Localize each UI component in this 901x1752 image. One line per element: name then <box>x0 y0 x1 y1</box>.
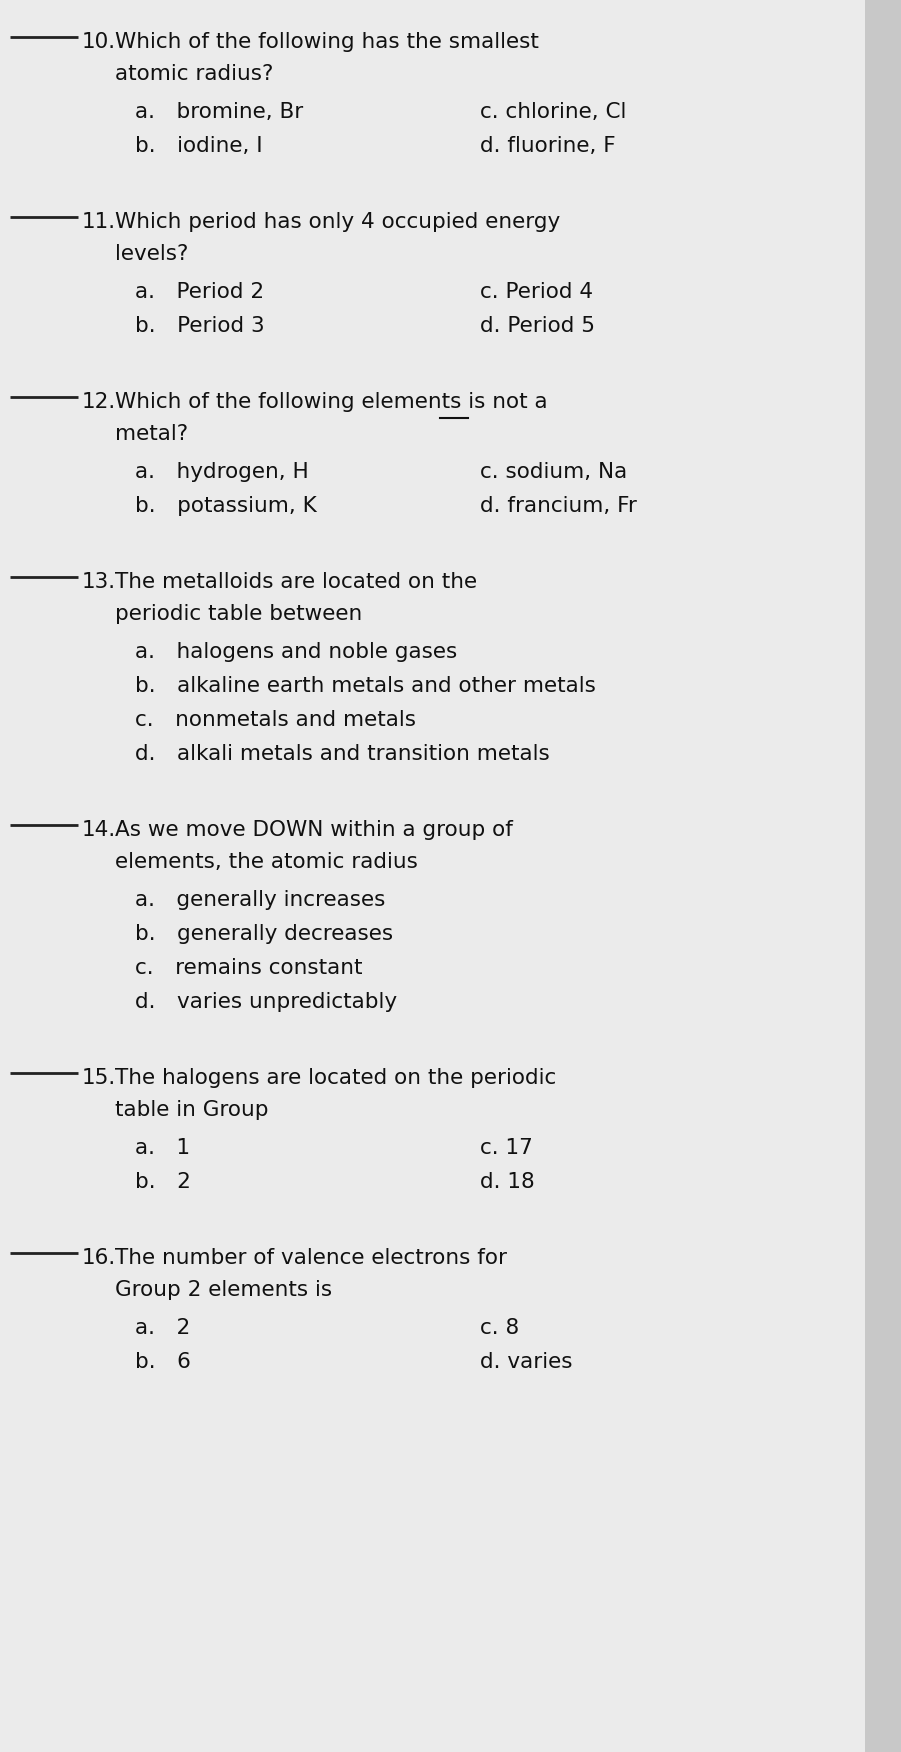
Text: metal?: metal? <box>115 424 188 443</box>
Text: c. sodium, Na: c. sodium, Na <box>480 463 627 482</box>
Text: d. varies unpredictably: d. varies unpredictably <box>135 992 397 1013</box>
Text: c. remains constant: c. remains constant <box>135 958 362 978</box>
Text: 10.: 10. <box>82 32 116 53</box>
Text: b. 6: b. 6 <box>135 1353 191 1372</box>
Text: b. potassium, K: b. potassium, K <box>135 496 317 517</box>
Text: a. bromine, Br: a. bromine, Br <box>135 102 304 123</box>
Text: atomic radius?: atomic radius? <box>115 65 273 84</box>
Text: a. hydrogen, H: a. hydrogen, H <box>135 463 309 482</box>
Text: a. Period 2: a. Period 2 <box>135 282 264 301</box>
Text: c. Period 4: c. Period 4 <box>480 282 593 301</box>
Text: a. halogens and noble gases: a. halogens and noble gases <box>135 641 457 662</box>
Text: 16.: 16. <box>82 1247 116 1268</box>
Text: b. Period 3: b. Period 3 <box>135 315 265 336</box>
Text: d. alkali metals and transition metals: d. alkali metals and transition metals <box>135 745 550 764</box>
Text: Which of the following elements is not a: Which of the following elements is not a <box>115 392 548 412</box>
Text: Which period has only 4 occupied energy: Which period has only 4 occupied energy <box>115 212 560 231</box>
Text: c. 8: c. 8 <box>480 1318 519 1339</box>
Text: d. 18: d. 18 <box>480 1172 535 1191</box>
Text: 12.: 12. <box>82 392 116 412</box>
Text: 11.: 11. <box>82 212 116 231</box>
Text: elements, the atomic radius: elements, the atomic radius <box>115 851 418 872</box>
Text: b. generally decreases: b. generally decreases <box>135 923 393 944</box>
Text: b. iodine, I: b. iodine, I <box>135 137 262 156</box>
Text: d. francium, Fr: d. francium, Fr <box>480 496 637 517</box>
Text: b. alkaline earth metals and other metals: b. alkaline earth metals and other metal… <box>135 676 596 696</box>
Text: d. varies: d. varies <box>480 1353 572 1372</box>
Text: The metalloids are located on the: The metalloids are located on the <box>115 571 478 592</box>
Text: a. 2: a. 2 <box>135 1318 190 1339</box>
Text: c. 17: c. 17 <box>480 1139 532 1158</box>
Text: c. chlorine, Cl: c. chlorine, Cl <box>480 102 626 123</box>
Text: d. Period 5: d. Period 5 <box>480 315 595 336</box>
Text: periodic table between: periodic table between <box>115 604 362 624</box>
Text: 14.: 14. <box>82 820 116 839</box>
Text: Which of the following has the smallest: Which of the following has the smallest <box>115 32 539 53</box>
Text: d. fluorine, F: d. fluorine, F <box>480 137 615 156</box>
Text: a. generally increases: a. generally increases <box>135 890 386 909</box>
Text: levels?: levels? <box>115 244 188 265</box>
Text: a. 1: a. 1 <box>135 1139 190 1158</box>
Text: table in Group: table in Group <box>115 1100 268 1120</box>
Text: Group 2 elements is: Group 2 elements is <box>115 1281 332 1300</box>
Text: The number of valence electrons for: The number of valence electrons for <box>115 1247 507 1268</box>
Text: 13.: 13. <box>82 571 116 592</box>
Text: As we move DOWN within a group of: As we move DOWN within a group of <box>115 820 513 839</box>
Text: 15.: 15. <box>82 1069 116 1088</box>
Text: b. 2: b. 2 <box>135 1172 191 1191</box>
Text: The halogens are located on the periodic: The halogens are located on the periodic <box>115 1069 556 1088</box>
Text: c. nonmetals and metals: c. nonmetals and metals <box>135 710 416 731</box>
